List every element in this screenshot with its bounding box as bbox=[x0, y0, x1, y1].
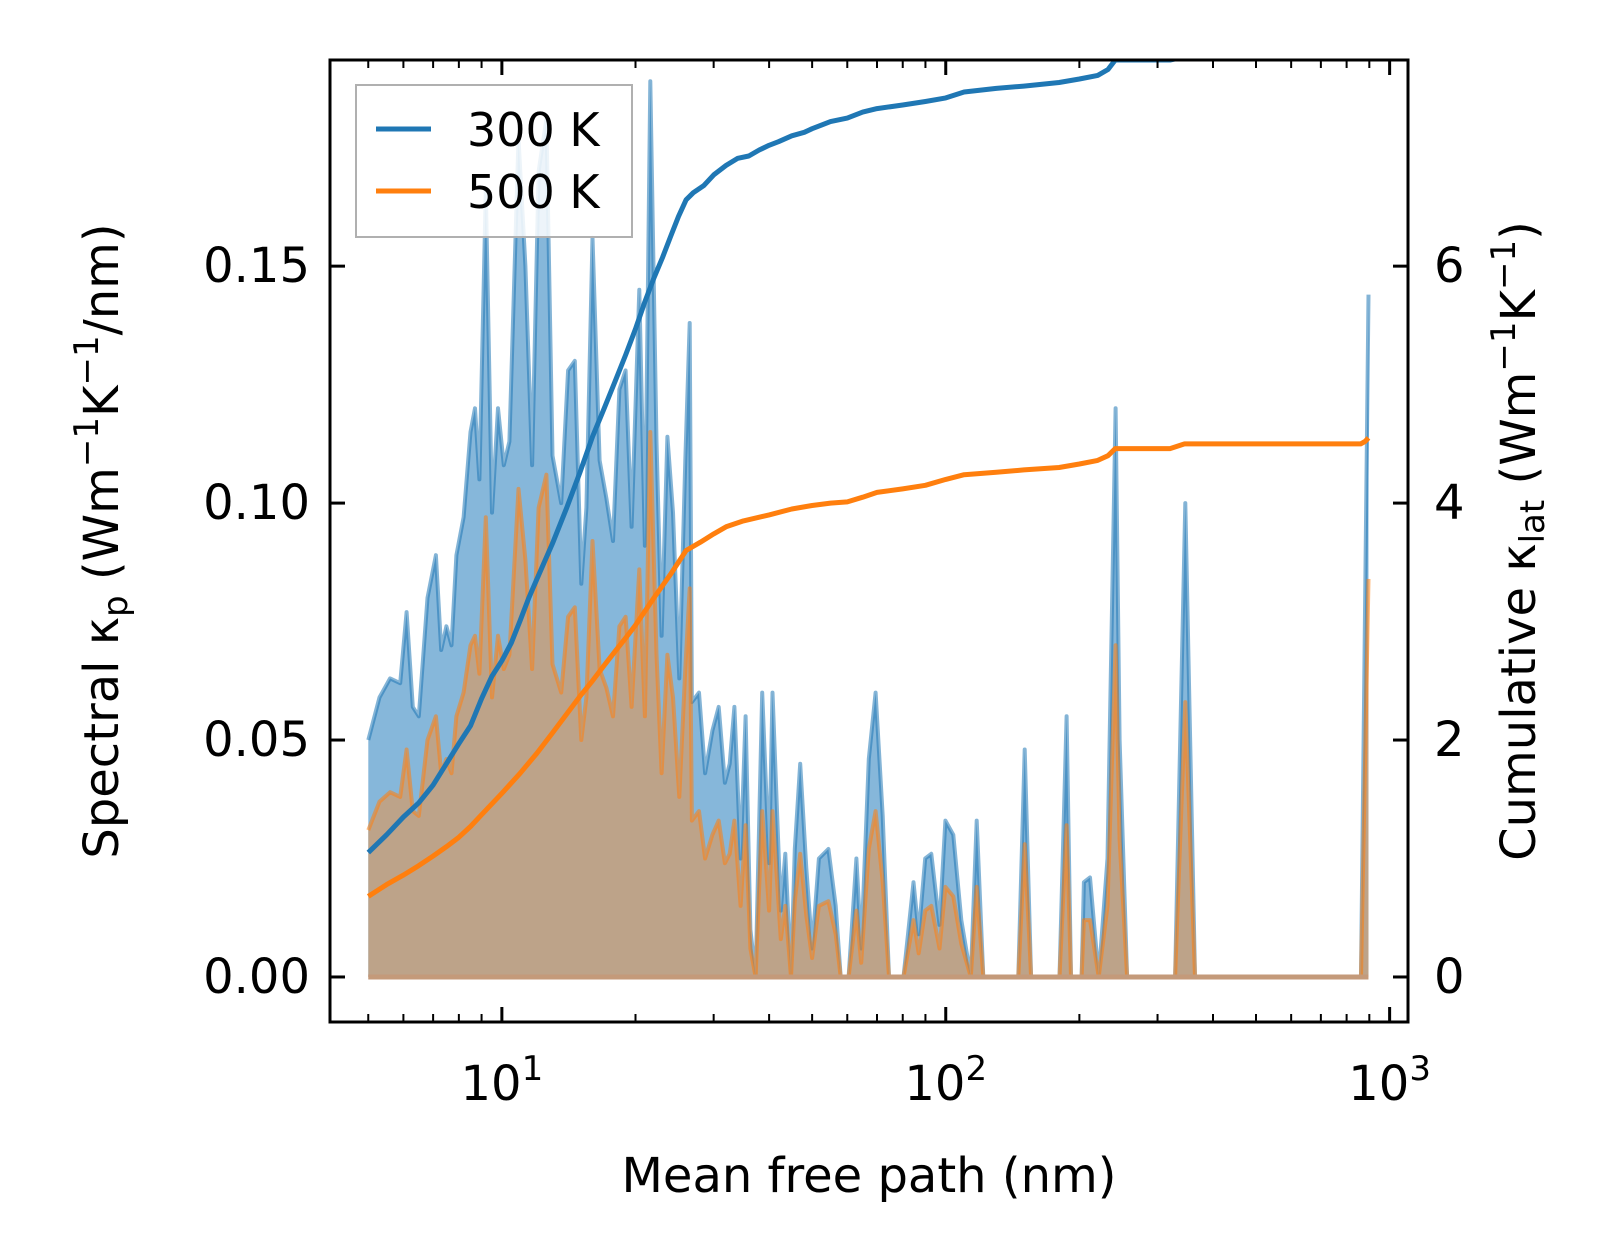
y-label-mid: K bbox=[74, 384, 130, 417]
legend-label-300k: 300 K bbox=[467, 103, 601, 157]
y-axis-label-right: Cumulative κlat (Wm−1K−1) bbox=[1484, 221, 1553, 861]
y-label-sup1: −1 bbox=[67, 417, 107, 467]
y-tick-label-right: 6 bbox=[1434, 238, 1465, 294]
ticks-layer: 0.00 0.05 0.10 0.15 0 2 4 6 101 102 103 bbox=[203, 60, 1465, 1112]
legend-label-500k: 500 K bbox=[467, 165, 601, 219]
y-label-sup2: −1 bbox=[67, 335, 107, 385]
plot-layer bbox=[366, 60, 1371, 980]
y2-label-open: (Wm bbox=[1491, 372, 1547, 500]
legend: 300 K 500 K bbox=[355, 84, 633, 238]
y-tick-label-left: 0.15 bbox=[203, 238, 310, 294]
legend-box bbox=[355, 84, 633, 238]
y-tick-label-right: 2 bbox=[1434, 712, 1465, 768]
y-tick-label-left: 0.10 bbox=[203, 475, 310, 531]
x-tick-label: 103 bbox=[1348, 1049, 1431, 1112]
y2-label-sub: lat bbox=[1513, 500, 1553, 544]
y-axis-label-left: Spectral κp (Wm−1K−1/nm) bbox=[67, 223, 136, 858]
y2-label-sup1: −1 bbox=[1484, 321, 1524, 371]
y-label-main: Spectral κ bbox=[74, 617, 130, 859]
cumulative-line-300k bbox=[366, 60, 1183, 855]
cumulative-line-500k bbox=[366, 436, 1371, 899]
y-label-open: (Wm bbox=[74, 467, 130, 595]
y2-label-close: ) bbox=[1491, 221, 1547, 240]
y-label-sub: p bbox=[96, 595, 136, 617]
y-label-close: /nm) bbox=[74, 223, 130, 335]
y-tick-label-left: 0.05 bbox=[203, 712, 310, 768]
y-tick-label-right: 0 bbox=[1434, 949, 1465, 1005]
y-tick-label-left: 0.00 bbox=[203, 949, 310, 1005]
y2-label-sup2: −1 bbox=[1484, 240, 1524, 290]
y2-label-main: Cumulative κ bbox=[1491, 543, 1547, 861]
axes-frame bbox=[328, 58, 1410, 1024]
x-axis-label: Mean free path (nm) bbox=[622, 1148, 1117, 1204]
y-tick-label-right: 4 bbox=[1434, 475, 1465, 531]
x-tick-label: 102 bbox=[904, 1049, 987, 1112]
y2-label-mid: K bbox=[1491, 288, 1547, 321]
x-tick-label: 101 bbox=[461, 1049, 544, 1112]
